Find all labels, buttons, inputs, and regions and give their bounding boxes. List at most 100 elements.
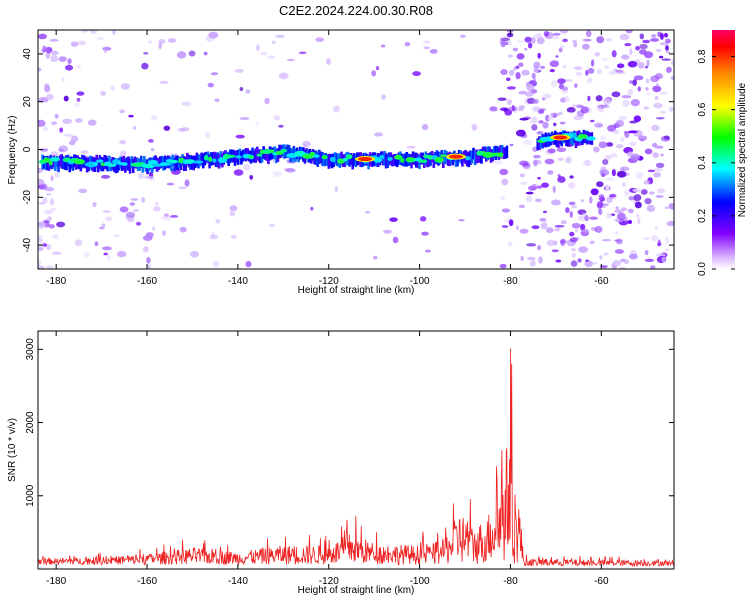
signal-band-cell: [170, 156, 173, 171]
snr-x-tick-label: -100: [410, 576, 430, 587]
spectrogram-speckle: [59, 127, 64, 133]
spectrogram-speckle: [643, 180, 651, 185]
spectrogram-speckle: [584, 260, 594, 268]
spectrogram-speckle: [582, 228, 589, 233]
spectrogram-speckle: [152, 226, 156, 231]
spectrogram-speckle: [655, 116, 665, 120]
spectrogram-speckle: [141, 197, 146, 203]
spectrogram-speckle: [557, 157, 564, 161]
spectrogram-speckle: [100, 90, 107, 96]
spectrogram-speckle: [596, 201, 604, 209]
signal-core-blob: [225, 154, 236, 159]
spectrogram-speckle: [659, 91, 668, 95]
signal-core-blob: [159, 162, 171, 166]
spectrogram-speckle: [54, 171, 60, 178]
spectrogram-speckle: [557, 78, 566, 85]
spectrogram-speckle: [616, 170, 627, 178]
spectrogram-speckle: [624, 189, 631, 197]
signal-band-cell: [96, 158, 100, 173]
spectrogram-speckle: [546, 227, 554, 234]
spectrogram-speckle: [603, 252, 609, 256]
signal-core-blob: [49, 157, 60, 162]
spectrogram-speckle: [269, 223, 275, 228]
spectrogram-speckle: [609, 193, 617, 198]
spectrogram-speckle: [598, 197, 603, 201]
spectrogram-speckle: [582, 38, 592, 42]
spectrogram-speckle: [58, 145, 69, 153]
spectrogram-speckle: [651, 34, 657, 38]
spectrogram-speckle: [230, 234, 237, 239]
spectrogram-speckle: [92, 201, 97, 208]
snr-panel: -180 -160 -140 -120 -100 -80 -60 100020003000 …: [7, 330, 675, 596]
spectrogram-x-tick-label: -60: [594, 276, 609, 287]
spectrogram-speckle: [471, 123, 478, 131]
spectrogram-speckle: [515, 65, 520, 70]
spectrogram-speckle: [142, 246, 149, 253]
spectrogram-speckle: [52, 234, 59, 240]
spectrogram-speckle: [392, 236, 399, 244]
signal-band-cell: [477, 151, 480, 163]
spectrogram-speckle: [412, 71, 421, 77]
spectrogram-speckle: [655, 162, 665, 168]
spectrogram-speckle: [42, 45, 47, 53]
spectrogram-speckle: [611, 91, 621, 98]
signal-band-cell: [63, 157, 67, 170]
spectrogram-speckle: [589, 196, 593, 204]
spectrogram-speckle: [286, 58, 295, 62]
signal-band-cell: [252, 150, 256, 163]
spectrogram-speckle: [128, 114, 134, 118]
signal-band-cell: [216, 152, 219, 168]
spectrogram-speckle: [533, 154, 541, 159]
spectrogram-speckle: [271, 40, 276, 45]
signal-core-blob: [345, 154, 353, 160]
spectrogram-y-label: Frequency (Hz): [7, 116, 18, 185]
spectrogram-speckle: [110, 85, 115, 91]
spectrogram-speckle: [587, 67, 595, 74]
spectrogram-speckle: [541, 182, 550, 188]
signal-band-cell: [383, 151, 386, 166]
spectrogram-speckle: [593, 122, 603, 128]
spectrogram-speckle: [659, 110, 667, 114]
spectrogram-speckle: [515, 225, 520, 231]
spectrogram-speckle: [209, 234, 219, 240]
spectrogram-speckle: [604, 65, 609, 70]
spectrogram-speckle: [571, 104, 579, 108]
spectrogram-speckle: [509, 143, 514, 147]
spectrogram-speckle: [666, 220, 674, 227]
signal-band-cell: [536, 138, 540, 151]
spectrogram-speckle: [275, 34, 285, 38]
spectrogram-speckle: [590, 119, 595, 123]
spectrogram-speckle: [419, 216, 427, 222]
spectrogram-speckle: [39, 148, 49, 152]
signal-band-cell: [351, 154, 354, 170]
spectrogram-speckle: [543, 30, 550, 37]
signal-band-cell: [84, 157, 87, 169]
spectrogram-speckle: [229, 205, 238, 212]
spectrogram-speckle: [519, 173, 525, 178]
spectrogram-speckle: [188, 50, 196, 57]
signal-band-cell: [284, 146, 288, 159]
spectrogram-speckle: [644, 250, 649, 256]
spectrogram-speckle: [607, 124, 617, 132]
spectrogram-speckle: [489, 106, 498, 112]
spectrogram-speckle: [589, 216, 598, 220]
signal-band-cell: [227, 152, 230, 166]
spectrogram-speckle: [177, 186, 188, 190]
signal-core-blob: [204, 154, 209, 161]
signal-band-cell: [504, 147, 507, 159]
spectrogram-speckle: [519, 228, 529, 234]
signal-core-blob: [379, 154, 385, 160]
spectrogram-speckle: [526, 243, 537, 247]
spectrogram-speckle: [571, 252, 576, 259]
spectrogram-speckle: [619, 33, 630, 41]
spectrogram-speckle: [112, 30, 116, 36]
signal-band-cell: [384, 153, 388, 169]
spectrogram-speckle: [94, 241, 99, 247]
spectrogram-speckle: [120, 83, 131, 90]
spectrogram-speckle: [665, 50, 671, 54]
signal-band-cell: [394, 153, 397, 167]
spectrogram-speckle: [569, 210, 573, 218]
spectrogram-speckle: [569, 237, 578, 243]
spectrogram-speckle: [628, 196, 635, 201]
spectrogram-speckle: [507, 40, 512, 46]
